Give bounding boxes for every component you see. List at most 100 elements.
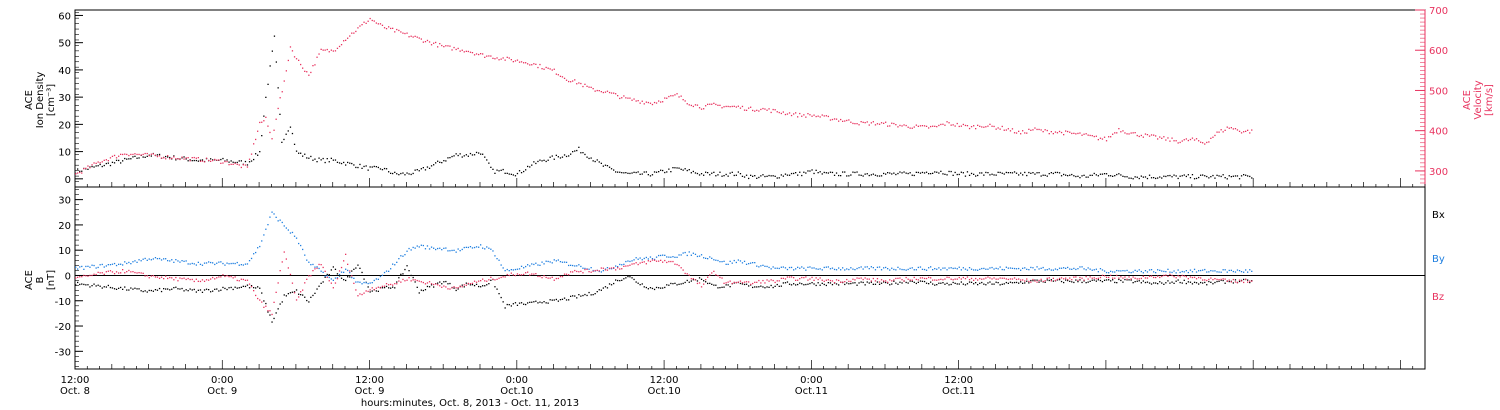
velocity-point	[508, 57, 510, 59]
bx-point	[396, 281, 398, 283]
density-point	[381, 169, 384, 171]
bx-point	[610, 284, 613, 286]
velocity-point	[987, 125, 989, 127]
by-point	[132, 261, 134, 263]
bz-point	[1138, 278, 1140, 280]
density-point	[637, 171, 639, 173]
bz-point	[79, 276, 81, 278]
bx-point	[1161, 282, 1163, 284]
bz-point	[445, 286, 447, 288]
bx-point	[310, 296, 312, 298]
velocity-point	[326, 48, 328, 51]
velocity-point	[77, 172, 79, 174]
velocity-point	[637, 100, 639, 102]
density-point	[1110, 175, 1112, 177]
by-point	[398, 258, 400, 260]
velocity-point	[453, 46, 455, 49]
by-point	[520, 265, 523, 267]
density-point	[107, 162, 109, 164]
velocity-point	[201, 160, 204, 162]
by-point	[357, 281, 359, 283]
velocity-point	[103, 159, 105, 161]
top-right-tick-label: 400	[1429, 127, 1448, 138]
density-point	[523, 170, 525, 173]
bz-point	[719, 276, 721, 279]
bz-point	[187, 277, 189, 280]
bx-point	[160, 290, 163, 293]
velocity-point	[1183, 139, 1185, 141]
by-point	[1005, 266, 1007, 268]
density-point	[447, 157, 449, 159]
density-point	[905, 172, 907, 174]
bz-point	[733, 281, 735, 283]
velocity-point	[1155, 135, 1157, 137]
velocity-point	[467, 50, 469, 53]
velocity-point	[819, 116, 821, 118]
by-point	[181, 260, 183, 262]
bz-point	[146, 275, 148, 277]
velocity-point	[533, 63, 535, 65]
x-tick-time-label: 12:00	[61, 375, 90, 386]
velocity-point	[764, 108, 766, 110]
velocity-point	[756, 109, 758, 111]
velocity-point	[1015, 132, 1018, 134]
by-point	[1245, 269, 1247, 271]
bz-point	[983, 278, 985, 280]
bx-point	[130, 287, 132, 289]
by-point	[447, 250, 449, 252]
bx-point	[169, 289, 171, 291]
bz-point	[805, 276, 807, 278]
bx-point	[218, 290, 220, 292]
velocity-point	[1103, 136, 1106, 138]
bz-point	[637, 263, 639, 266]
top-y2label-line3: [km/s]	[1484, 84, 1495, 116]
bx-point	[175, 286, 177, 288]
bx-point	[725, 284, 727, 286]
density-point	[1024, 171, 1026, 174]
velocity-point	[144, 152, 146, 155]
velocity-point	[565, 79, 568, 81]
by-point	[825, 266, 827, 268]
by-point	[1240, 271, 1243, 273]
bx-point	[412, 276, 414, 279]
density-point	[610, 168, 613, 170]
density-point	[856, 171, 858, 173]
density-point	[758, 176, 760, 179]
by-point	[535, 262, 537, 264]
velocity-point	[868, 124, 870, 126]
velocity-point	[860, 121, 862, 123]
density-point	[1243, 174, 1245, 176]
bz-point	[332, 287, 334, 289]
bz-point	[165, 275, 167, 277]
velocity-point	[862, 121, 864, 123]
by-point	[144, 257, 146, 260]
velocity-point	[212, 159, 214, 162]
by-point	[527, 264, 529, 266]
density-point	[1146, 177, 1149, 180]
bx-point	[584, 293, 586, 296]
bx-point	[404, 268, 406, 271]
by-point	[308, 261, 310, 263]
bz-point	[608, 267, 611, 269]
bx-point	[625, 277, 627, 279]
by-point	[516, 268, 519, 270]
bx-point	[465, 282, 467, 284]
density-point	[293, 143, 296, 145]
bz-point	[887, 281, 889, 283]
density-point	[494, 172, 496, 174]
by-point	[1015, 268, 1018, 270]
by-point	[136, 261, 138, 263]
by-point	[506, 268, 508, 271]
bz-point	[406, 279, 408, 281]
bx-point	[318, 285, 320, 287]
density-point	[375, 166, 377, 168]
bx-point	[985, 284, 987, 286]
density-point	[244, 160, 247, 163]
velocity-point	[1077, 132, 1079, 135]
by-point	[705, 257, 707, 259]
bz-point	[375, 287, 377, 289]
density-point	[973, 173, 975, 175]
density-point	[1189, 177, 1192, 179]
bz-point	[717, 275, 719, 277]
velocity-point	[494, 58, 496, 60]
